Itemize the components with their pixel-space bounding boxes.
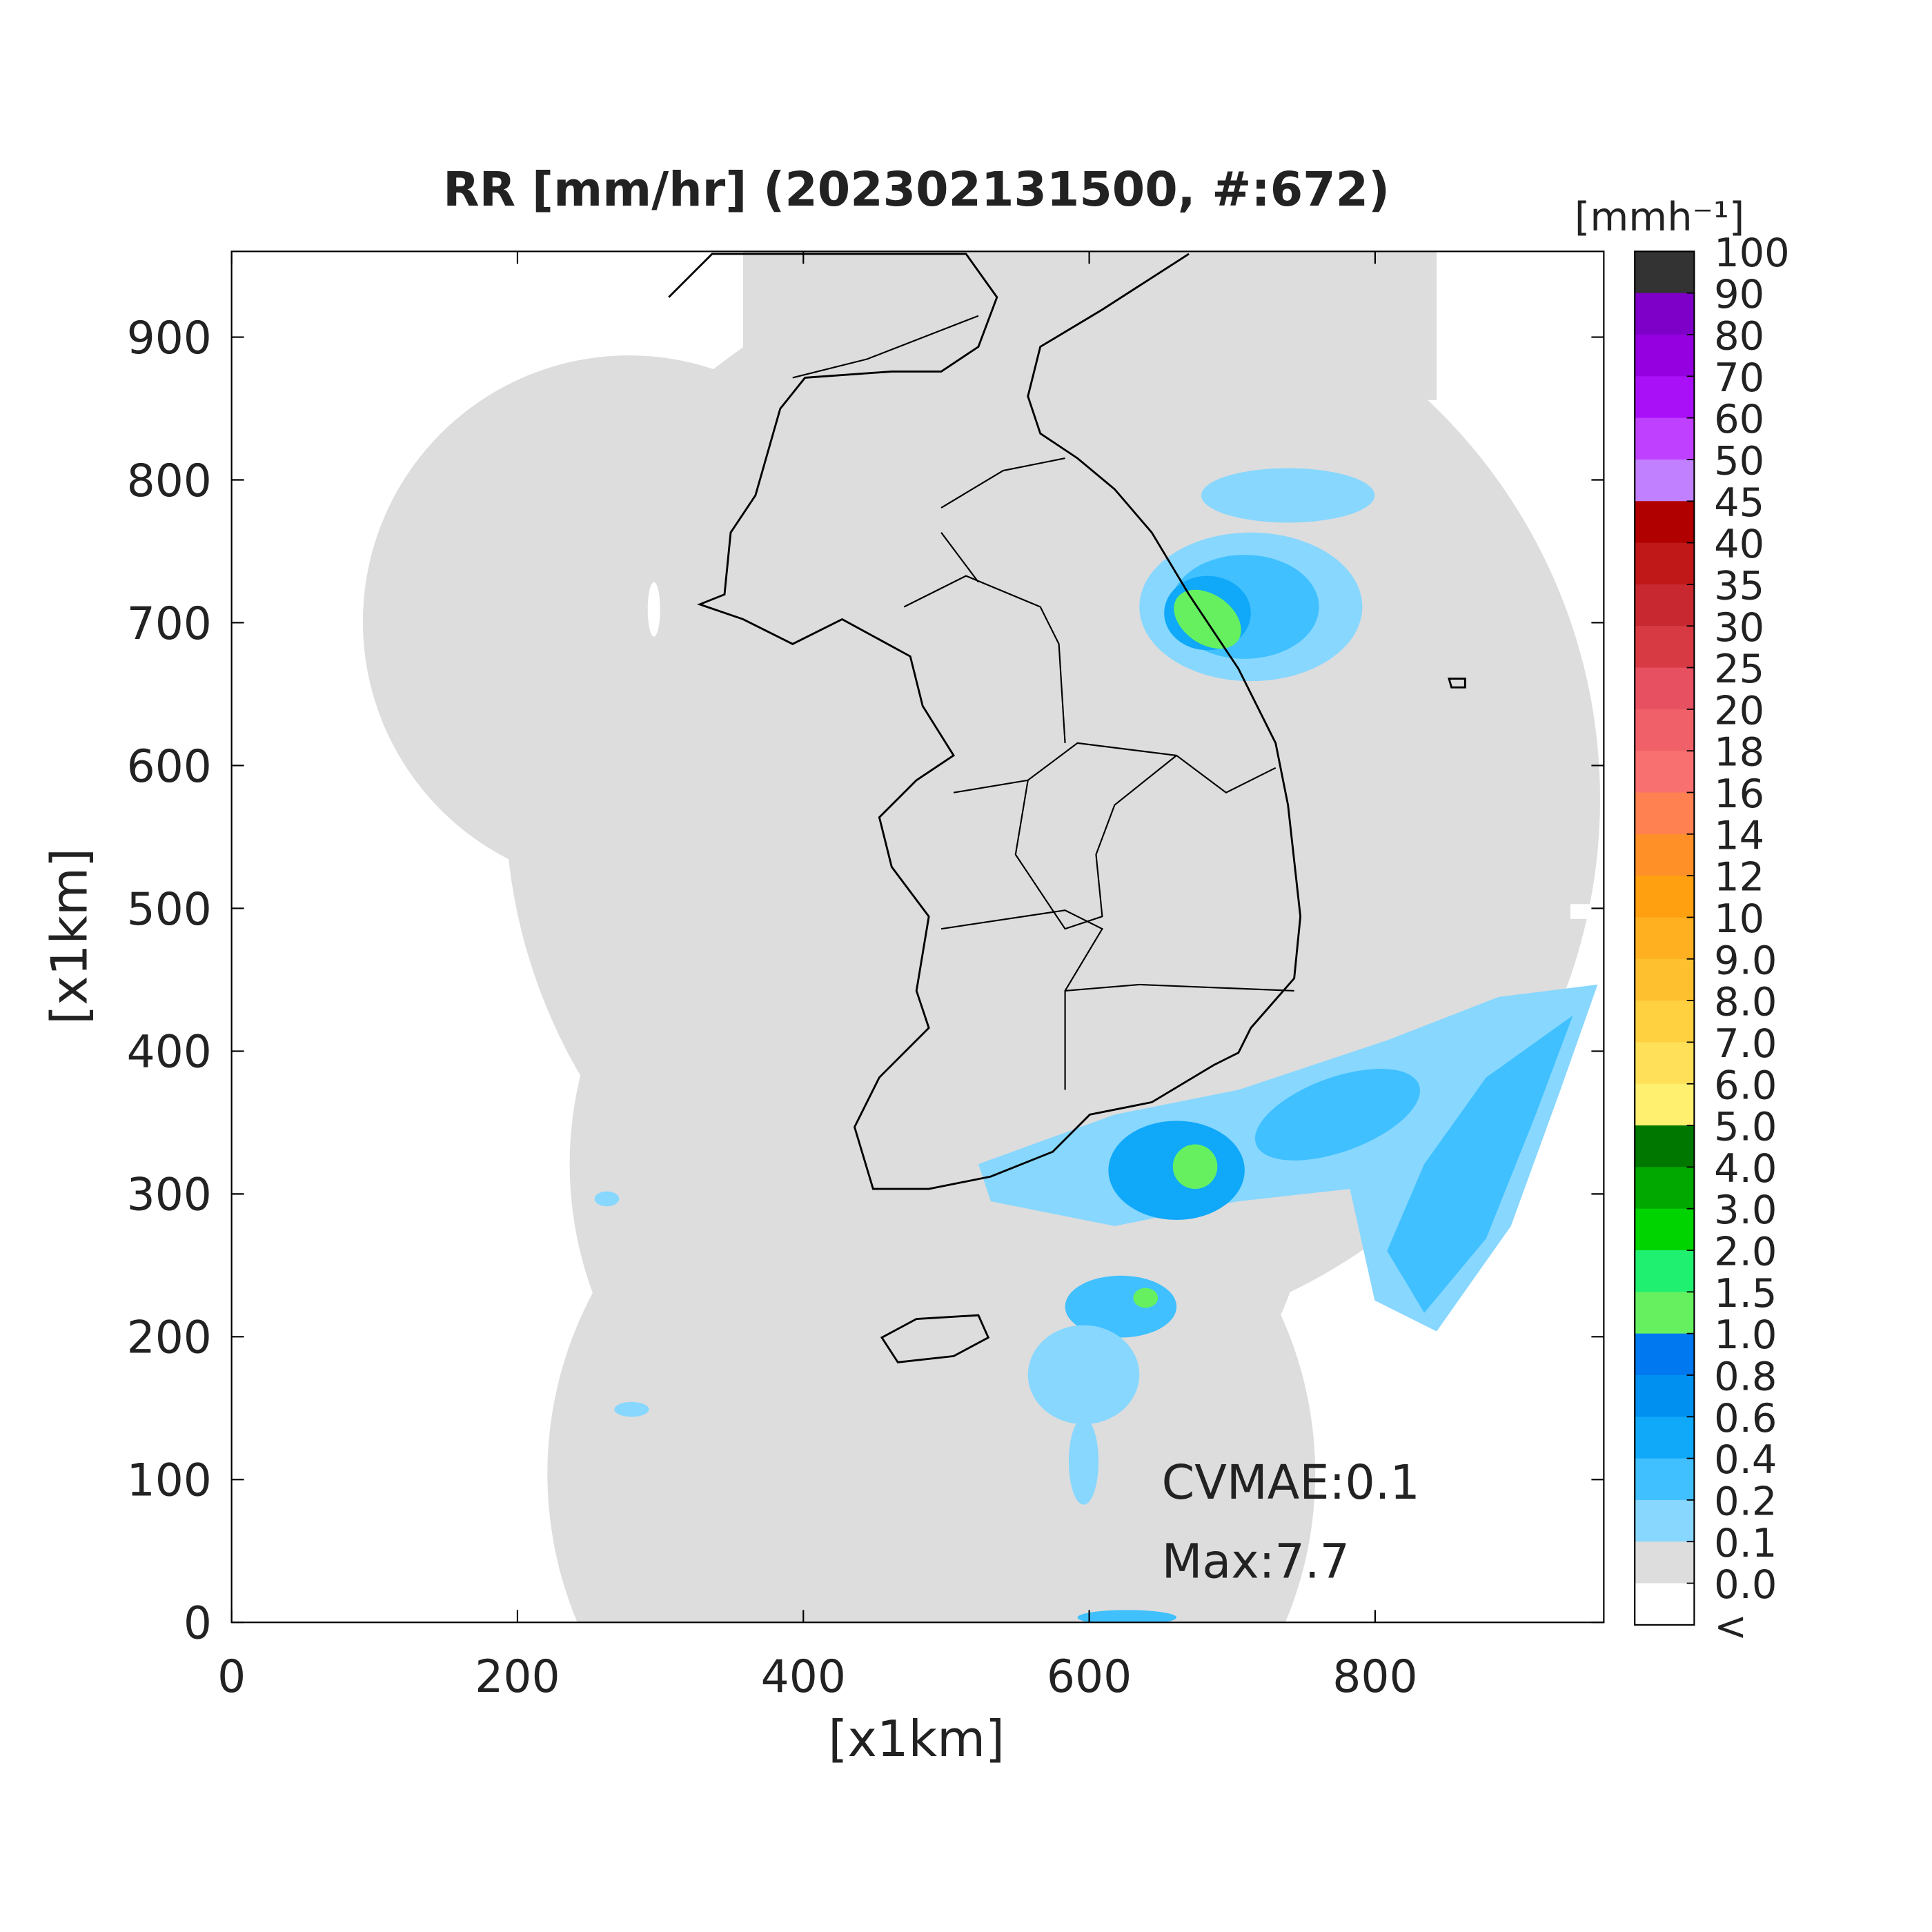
colorbar-label: 0.0 bbox=[1714, 1561, 1777, 1608]
x-tick-label: 800 bbox=[1332, 1651, 1417, 1703]
colorbar-bin bbox=[1635, 501, 1695, 544]
colorbar-label: 1.5 bbox=[1714, 1270, 1777, 1317]
colorbar-label: 0.4 bbox=[1714, 1437, 1777, 1483]
chart-title: RR [mm/hr] (202302131500, #:672) bbox=[443, 163, 1390, 217]
colorbar-bin bbox=[1635, 1333, 1695, 1376]
x-axis-label: [x1km] bbox=[828, 1710, 1005, 1768]
colorbar-bin bbox=[1635, 417, 1695, 460]
colorbar-bin bbox=[1635, 1458, 1695, 1501]
colorbar-bin bbox=[1635, 876, 1695, 918]
map-area bbox=[362, 251, 1600, 1623]
annotation: Max:7.7 bbox=[1162, 1535, 1350, 1590]
y-tick-label: 100 bbox=[127, 1455, 212, 1507]
coastline bbox=[668, 253, 1466, 1363]
annotation: CVMAE:0.1 bbox=[1162, 1456, 1420, 1510]
colorbar-label: 4.0 bbox=[1714, 1145, 1777, 1192]
colorbar-bin bbox=[1635, 834, 1695, 877]
y-tick-label: 400 bbox=[127, 1027, 212, 1078]
colorbar-label: 9.0 bbox=[1714, 937, 1777, 983]
colorbar-label: 45 bbox=[1714, 480, 1764, 526]
colorbar-label: 2.0 bbox=[1714, 1229, 1777, 1275]
colorbar-bin bbox=[1635, 459, 1695, 502]
colorbar-label: 40 bbox=[1714, 521, 1764, 567]
y-tick-label: 500 bbox=[127, 884, 212, 936]
colorbar-bin bbox=[1635, 376, 1695, 419]
colorbar-label: 0.6 bbox=[1714, 1395, 1777, 1441]
colorbar-bin bbox=[1635, 1583, 1695, 1626]
colorbar-label: 1.0 bbox=[1714, 1312, 1777, 1358]
colorbar-label: 0.8 bbox=[1714, 1353, 1777, 1399]
x-tick-label: 600 bbox=[1047, 1651, 1132, 1703]
colorbar-label: 8.0 bbox=[1714, 979, 1777, 1025]
colorbar-bin bbox=[1635, 542, 1695, 585]
colorbar-label: 100 bbox=[1714, 230, 1790, 276]
colorbar-bin bbox=[1635, 1292, 1695, 1334]
colorbar-frame bbox=[1634, 250, 1695, 1626]
precipitation bbox=[594, 468, 1600, 1623]
y-tick-label: 200 bbox=[127, 1312, 212, 1364]
colorbar-bin bbox=[1635, 334, 1695, 377]
colorbar-bin bbox=[1635, 1417, 1695, 1459]
colorbar-bin bbox=[1635, 1083, 1695, 1126]
y-tick-label: 800 bbox=[127, 455, 212, 507]
colorbar-label: 6.0 bbox=[1714, 1062, 1777, 1108]
colorbar-bin bbox=[1635, 1125, 1695, 1168]
colorbar-bin bbox=[1635, 293, 1695, 335]
plot-frame bbox=[230, 250, 1605, 1624]
colorbar-label: 25 bbox=[1714, 646, 1764, 692]
colorbar-bin bbox=[1635, 1167, 1695, 1210]
colorbar-label: 5.0 bbox=[1714, 1104, 1777, 1150]
y-tick-label: 900 bbox=[127, 313, 212, 364]
colorbar-label: 3.0 bbox=[1714, 1187, 1777, 1233]
y-axis-label: [x1km] bbox=[41, 848, 99, 1025]
colorbar-label: 0.1 bbox=[1714, 1520, 1777, 1566]
y-tick-label: 600 bbox=[127, 741, 212, 793]
x-tick-label: 400 bbox=[761, 1651, 846, 1703]
colorbar-bin bbox=[1635, 667, 1695, 710]
colorbar-bin bbox=[1635, 1000, 1695, 1043]
colorbar-bin bbox=[1635, 917, 1695, 960]
colorbar-bin bbox=[1635, 584, 1695, 627]
colorbar-label: 14 bbox=[1714, 812, 1764, 858]
colorbar-label: 35 bbox=[1714, 562, 1764, 609]
colorbar-bin bbox=[1635, 792, 1695, 835]
colorbar-bin bbox=[1635, 1042, 1695, 1085]
colorbar-bin bbox=[1635, 1250, 1695, 1293]
colorbar-bin bbox=[1635, 1499, 1695, 1543]
colorbar-label: 80 bbox=[1714, 313, 1764, 359]
colorbar-bin bbox=[1635, 1208, 1695, 1251]
colorbar-label: 90 bbox=[1714, 271, 1764, 317]
province-borders bbox=[792, 315, 1294, 1090]
colorbar-label: 50 bbox=[1714, 437, 1764, 484]
colorbar-label: 20 bbox=[1714, 687, 1764, 733]
colorbar-title: [mmh⁻¹] bbox=[1575, 194, 1744, 240]
colorbar-bin bbox=[1635, 709, 1695, 752]
colorbar-label: 16 bbox=[1714, 771, 1764, 817]
colorbar-bin bbox=[1635, 626, 1695, 669]
colorbar-bin bbox=[1635, 251, 1695, 294]
colorbar-label: 7.0 bbox=[1714, 1021, 1777, 1067]
x-tick-label: 0 bbox=[217, 1651, 246, 1703]
y-tick-label: 0 bbox=[184, 1598, 212, 1650]
colorbar-label: 12 bbox=[1714, 854, 1764, 900]
colorbar-label: 30 bbox=[1714, 604, 1764, 651]
y-tick-label: 700 bbox=[127, 598, 212, 650]
colorbar-label: 10 bbox=[1714, 896, 1764, 942]
colorbar-label: 18 bbox=[1714, 729, 1764, 776]
colorbar-label: < bbox=[1714, 1603, 1747, 1649]
y-tick-label: 300 bbox=[127, 1170, 212, 1221]
colorbar-bin bbox=[1635, 958, 1695, 1001]
colorbar-label: 70 bbox=[1714, 355, 1764, 401]
colorbar-bin bbox=[1635, 1374, 1695, 1418]
colorbar-bin bbox=[1635, 1541, 1695, 1584]
colorbar-label: 0.2 bbox=[1714, 1478, 1777, 1524]
x-tick-label: 200 bbox=[475, 1651, 560, 1703]
colorbar-label: 60 bbox=[1714, 396, 1764, 442]
colorbar-bin bbox=[1635, 751, 1695, 793]
